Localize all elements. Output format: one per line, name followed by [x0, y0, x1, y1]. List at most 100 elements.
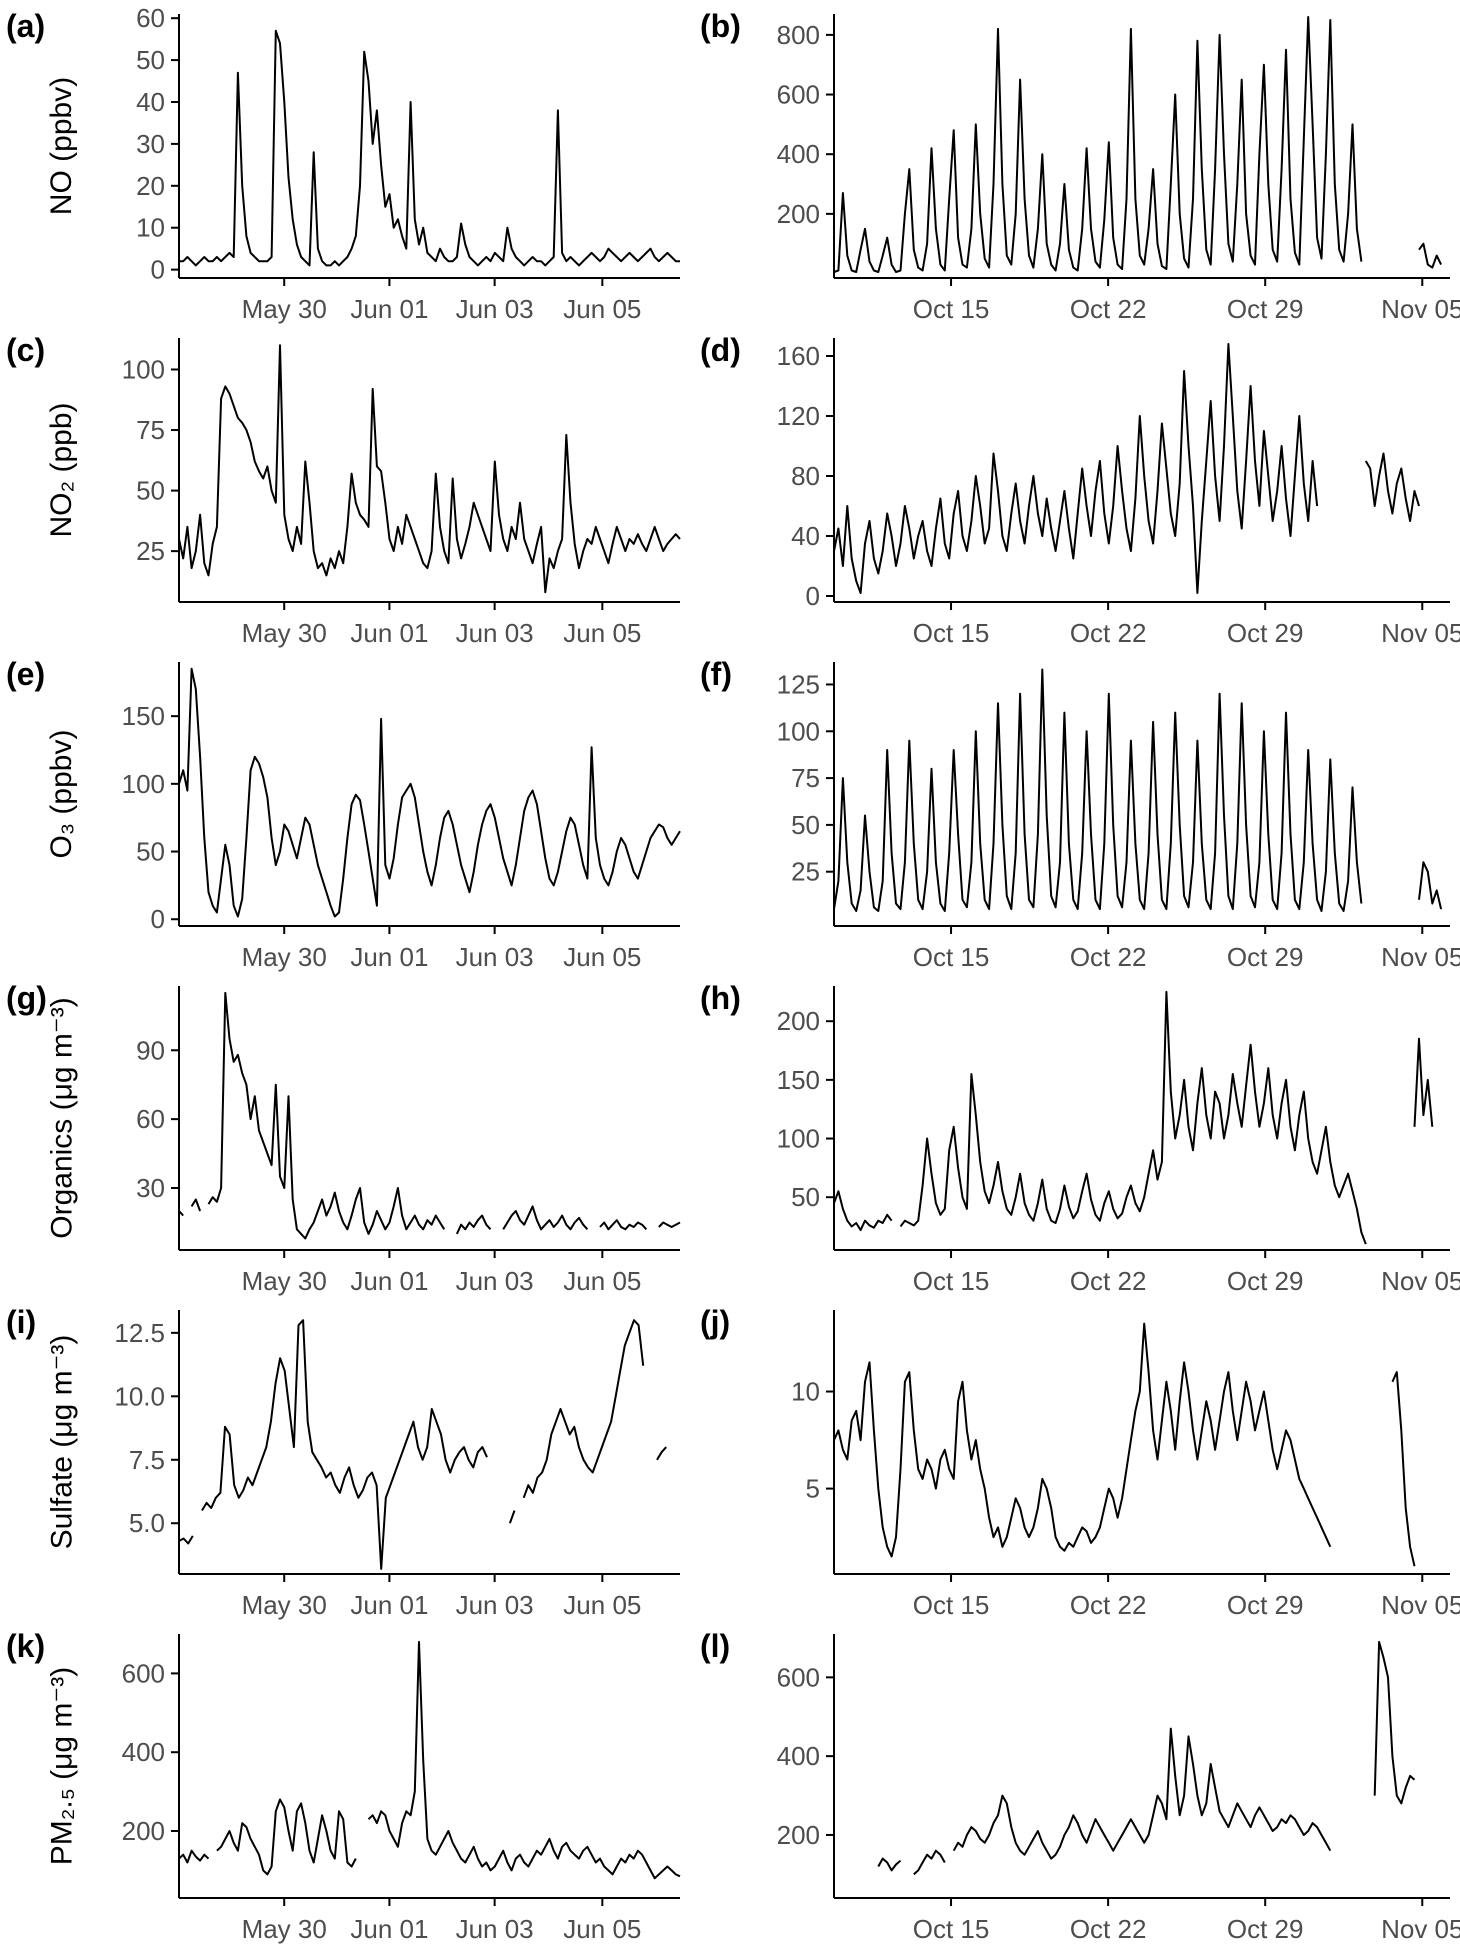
- figure-row-2: (c) NO₂ (ppb) 25 50 75 100 May 30 Jun 01 Jun 0…: [0, 324, 1460, 648]
- y-tick-label: 600: [777, 80, 820, 110]
- series-line: [178, 1640, 681, 1880]
- y-tick-label: 50: [791, 1182, 820, 1212]
- y-tick-label: 150: [777, 1065, 820, 1095]
- panel-b-plot: 200 400 600 800 Oct 15 Oct 22 Oct 29 Nov 05: [777, 14, 1460, 324]
- y-tick-label: 600: [777, 1662, 820, 1692]
- panel-j-plot: 5 10 Oct 15 Oct 22 Oct 29 Nov 05: [791, 1310, 1460, 1620]
- x-tick-label: Nov 05: [1381, 1266, 1460, 1296]
- x-tick-label: Jun 05: [563, 1914, 641, 1944]
- series-line: [178, 667, 681, 918]
- y-tick-label: 0: [151, 255, 165, 285]
- panel-d: (d) 0 40 80 120 160 Oct 15 Oct 22 Oct 29 Nov 05: [690, 324, 1460, 648]
- y-tick-label: 800: [777, 20, 820, 50]
- y-tick-label: 200: [777, 1820, 820, 1850]
- x-tick-label: May 30: [242, 942, 327, 972]
- panel-h-plot: 50 100 150 200 Oct 15 Oct 22 Oct 29 Nov 05: [777, 986, 1460, 1296]
- panel-k-y-axis-title: PM₂.₅ (μg m⁻³): [45, 1666, 79, 1866]
- x-tick-label: Oct 29: [1227, 618, 1304, 648]
- x-tick-label: May 30: [242, 1266, 327, 1296]
- series-line: [833, 343, 1420, 594]
- y-tick-label: 0: [151, 904, 165, 934]
- panel-i-y-axis-title: Sulfate (μg m⁻³): [45, 1334, 79, 1550]
- x-tick-label: Jun 01: [350, 942, 428, 972]
- x-tick-label: Oct 29: [1227, 942, 1304, 972]
- panel-i: (i) Sulfate (μg m⁻³) 5.0 7.5 10.0 12.5 May 3…: [0, 1296, 690, 1620]
- y-tick-label: 10: [136, 213, 165, 243]
- panel-a: (a) NO (ppbv) 0 10 20 30 40 50 60 May 30 Jun 01 J…: [0, 0, 690, 324]
- panel-d-letter: (d): [700, 332, 741, 368]
- panel-d-plot: 0 40 80 120 160 Oct 15 Oct 22 Oct 29 Nov 05: [777, 338, 1460, 648]
- y-tick-label: 400: [777, 139, 820, 169]
- y-tick-label: 0: [806, 581, 820, 611]
- x-tick-label: May 30: [242, 618, 327, 648]
- x-tick-label: Nov 05: [1381, 942, 1460, 972]
- y-tick-label: 50: [136, 476, 165, 506]
- figure-row-1: (a) NO (ppbv) 0 10 20 30 40 50 60 May 30 Jun 01 J…: [0, 0, 1460, 324]
- panel-l-letter: (l): [700, 1628, 731, 1664]
- panel-k: (k) PM₂.₅ (μg m⁻³) 200 400 600 May 30 Jun 01…: [0, 1620, 690, 1944]
- panel-j-letter: (j): [700, 1304, 731, 1340]
- figure-row-5: (i) Sulfate (μg m⁻³) 5.0 7.5 10.0 12.5 May 3…: [0, 1296, 1460, 1620]
- x-tick-label: Oct 29: [1227, 294, 1304, 324]
- y-tick-label: 100: [122, 769, 165, 799]
- panel-h-letter: (h): [700, 980, 741, 1016]
- y-tick-label: 5.0: [129, 1508, 165, 1538]
- y-tick-label: 50: [136, 837, 165, 867]
- x-tick-label: Jun 05: [563, 942, 641, 972]
- y-tick-label: 100: [777, 1124, 820, 1154]
- series-line: [179, 29, 680, 267]
- x-tick-label: Oct 15: [913, 618, 990, 648]
- figure-row-6: (k) PM₂.₅ (μg m⁻³) 200 400 600 May 30 Jun 01…: [0, 1620, 1460, 1944]
- x-tick-label: May 30: [242, 1914, 327, 1944]
- series-line: [877, 1640, 1416, 1876]
- panel-e: (e) O₃ (ppbv) 0 50 100 150 May 30 Jun 01 Jun 0…: [0, 648, 690, 972]
- x-tick-label: Oct 22: [1070, 1266, 1147, 1296]
- y-tick-label: 50: [136, 45, 165, 75]
- panel-e-y-axis-title: O₃ (ppbv): [45, 729, 78, 859]
- series-line: [833, 668, 1443, 912]
- y-tick-label: 200: [777, 1006, 820, 1036]
- panel-c-plot: 25 50 75 100 May 30 Jun 01 Jun 03 Jun 05: [122, 338, 681, 648]
- panel-f-letter: (f): [700, 656, 732, 692]
- y-tick-label: 5: [806, 1474, 820, 1504]
- y-tick-label: 160: [777, 341, 820, 371]
- panel-a-y-axis-title: NO (ppbv): [45, 76, 78, 216]
- x-tick-label: Jun 05: [563, 294, 641, 324]
- y-tick-label: 120: [777, 401, 820, 431]
- panel-i-plot: 5.0 7.5 10.0 12.5 May 30 Jun 01 Jun 03 Jun 05: [114, 1310, 680, 1620]
- x-tick-label: Jun 03: [456, 294, 534, 324]
- x-tick-label: Jun 01: [350, 1266, 428, 1296]
- y-tick-label: 50: [791, 810, 820, 840]
- x-tick-label: Jun 01: [350, 618, 428, 648]
- panel-h: (h) 50 100 150 200 Oct 15 Oct 22 Oct 29 Nov 05: [690, 972, 1460, 1296]
- x-tick-label: Oct 15: [913, 294, 990, 324]
- y-tick-label: 10: [791, 1377, 820, 1407]
- figure-row-3: (e) O₃ (ppbv) 0 50 100 150 May 30 Jun 01 Jun 0…: [0, 648, 1460, 972]
- panel-g-plot: 30 60 90 May 30 Jun 01 Jun 03 Jun 05: [136, 986, 681, 1296]
- x-tick-label: Jun 01: [350, 1590, 428, 1620]
- panel-k-plot: 200 400 600 May 30 Jun 01 Jun 03 Jun 05: [122, 1634, 681, 1944]
- y-tick-label: 20: [136, 171, 165, 201]
- y-tick-label: 10.0: [114, 1381, 165, 1411]
- x-tick-label: Jun 05: [563, 618, 641, 648]
- panel-k-letter: (k): [6, 1628, 46, 1664]
- y-tick-label: 400: [777, 1741, 820, 1771]
- x-tick-label: Jun 05: [563, 1266, 641, 1296]
- panel-c: (c) NO₂ (ppb) 25 50 75 100 May 30 Jun 01 Jun 0…: [0, 324, 690, 648]
- y-tick-label: 25: [791, 857, 820, 887]
- series-line: [833, 16, 1442, 273]
- panel-b: (b) 200 400 600 800 Oct 15 Oct 22 Oct 29 Nov 05: [690, 0, 1460, 324]
- y-tick-label: 12.5: [114, 1318, 165, 1348]
- panel-g: (g) Organics (μg m⁻³) 30 60 90 May 30 Jun 01…: [0, 972, 690, 1296]
- x-tick-label: Jun 05: [563, 1590, 641, 1620]
- series-line: [178, 991, 681, 1240]
- x-tick-label: Oct 15: [913, 942, 990, 972]
- series-line: [178, 1319, 667, 1570]
- y-tick-label: 150: [122, 701, 165, 731]
- panel-g-y-axis-title: Organics (μg m⁻³): [45, 997, 79, 1239]
- y-tick-label: 200: [777, 199, 820, 229]
- panel-l-plot: 200 400 600 Oct 15 Oct 22 Oct 29 Nov 05: [777, 1634, 1460, 1944]
- x-tick-label: Oct 29: [1227, 1266, 1304, 1296]
- y-tick-label: 75: [136, 415, 165, 445]
- x-tick-label: Oct 15: [913, 1590, 990, 1620]
